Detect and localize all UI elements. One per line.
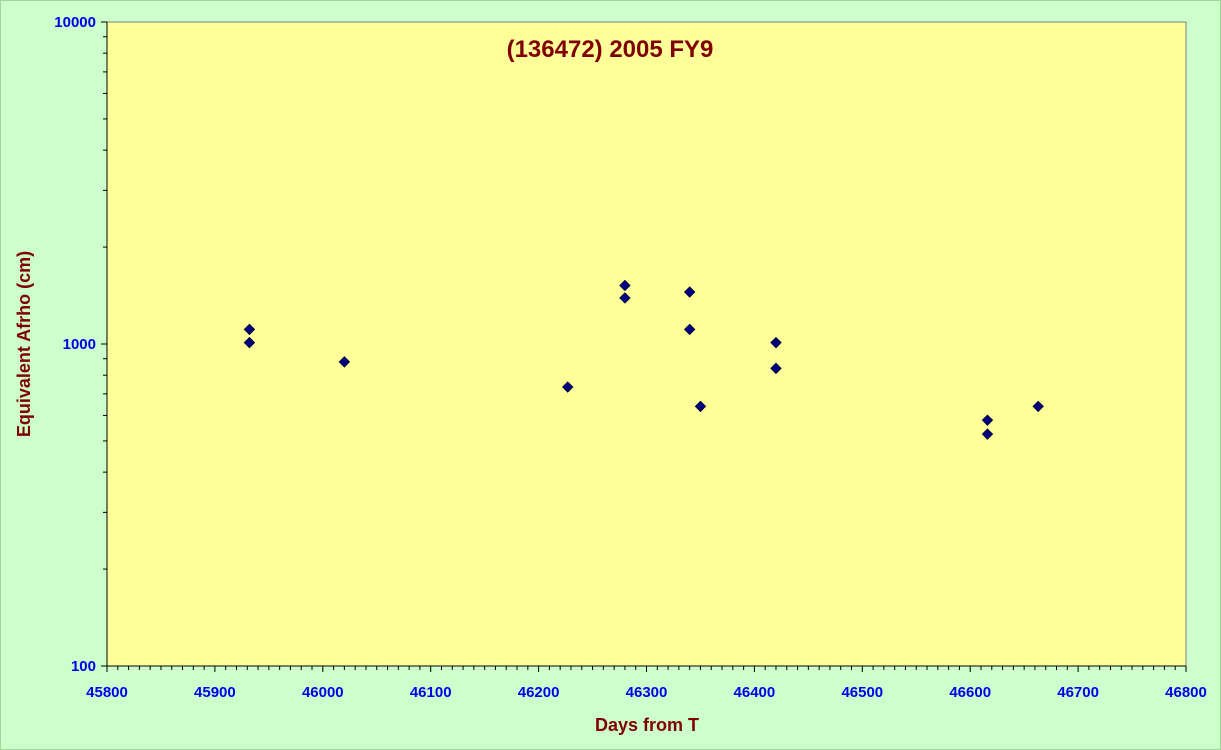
data-point	[338, 356, 351, 368]
data-point	[981, 414, 994, 426]
y-axis-title: Equivalent Afrho (cm)	[14, 251, 34, 437]
y-tick-label: 10000	[54, 14, 96, 31]
x-tick-label: 46100	[410, 684, 452, 701]
x-axis-ticks: 45800 45900 46000 46100 46200 46300 46400 46500…	[86, 666, 1207, 701]
y-axis-ticks: 100 1000 10000	[54, 14, 107, 675]
data-point	[562, 381, 574, 393]
data-point	[981, 428, 994, 440]
y-tick-label: 100	[71, 658, 96, 675]
data-point	[243, 336, 256, 349]
x-tick-label: 46500	[841, 684, 883, 701]
data-point	[683, 323, 696, 336]
x-tick-label: 46800	[1165, 684, 1207, 701]
x-tick-label: 45900	[194, 684, 236, 701]
data-point	[683, 286, 696, 298]
data-point	[770, 336, 782, 349]
chart-title: (136472) 2005 FY9	[507, 36, 714, 63]
data-point	[619, 292, 631, 304]
data-point	[1032, 400, 1044, 413]
x-axis-title: Days from T	[595, 715, 699, 735]
data-points	[243, 279, 1044, 440]
x-tick-label: 45800	[86, 684, 128, 701]
x-tick-label: 46300	[626, 684, 668, 701]
x-tick-label: 46700	[1057, 684, 1099, 701]
x-tick-label: 46000	[302, 684, 344, 701]
x-tick-label: 46400	[734, 684, 776, 701]
x-tick-label: 46600	[949, 684, 991, 701]
data-point	[770, 362, 782, 375]
y-tick-label: 1000	[63, 336, 96, 353]
data-point	[243, 323, 256, 336]
x-tick-label: 46200	[518, 684, 560, 701]
plot-area	[106, 21, 1187, 667]
data-point	[619, 279, 631, 292]
data-point	[694, 400, 707, 413]
